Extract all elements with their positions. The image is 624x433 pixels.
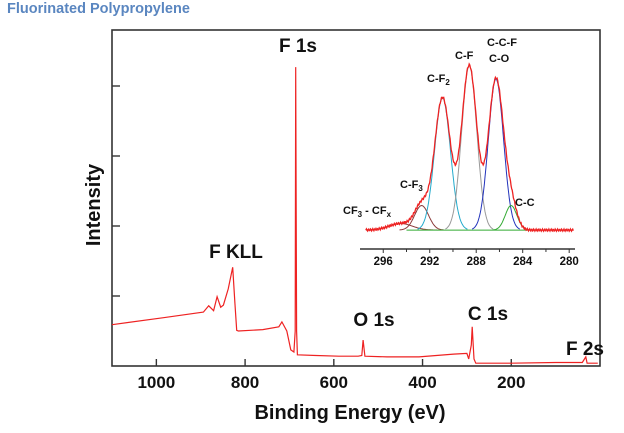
y-axis-title: Intensity (83, 163, 105, 246)
main-survey-plot: 1000 800 600 400 200 F 1s F KLL O 1s C 1s F … (83, 29, 604, 424)
inset-label-cf3: C-F3 (400, 179, 423, 193)
peak-label-f1s: F 1s (279, 36, 317, 57)
inset-label-cf: C-F (455, 50, 474, 62)
inset-x-tick-label: 280 (560, 256, 579, 268)
inset-label-cc: C-C (515, 197, 535, 209)
x-axis-title: Binding Energy (eV) (254, 402, 445, 424)
x-tick-label: 400 (408, 373, 436, 392)
inset-x-tick-label: 288 (467, 256, 487, 268)
inset-envelope-line (365, 62, 574, 233)
survey-spectrum-line (111, 67, 598, 364)
x-tick-label: 800 (231, 373, 259, 392)
inset-c1s-plot: 296 292 288 284 280 CF3 - CFx C-F3 C-F2 C-F … (343, 37, 579, 268)
inset-x-tick-label: 284 (513, 256, 533, 268)
peak-label-f2s: F 2s (566, 339, 604, 360)
peak-label-o1s: O 1s (353, 310, 394, 331)
peak-label-fkll: F KLL (209, 242, 263, 263)
inset-x-tick-label: 296 (374, 256, 393, 268)
peak-label-c1s: C 1s (468, 304, 508, 325)
x-tick-label: 600 (320, 373, 348, 392)
inset-label-ccf: C-C-F (487, 37, 517, 49)
fit-component-c-f2 (417, 97, 468, 230)
plot-frame (111, 29, 601, 367)
fit-component-c-f3 (399, 204, 444, 231)
fit-component-c-f (445, 65, 494, 230)
inset-label-co: C-O (489, 53, 510, 65)
inset-x-tick-label: 292 (420, 256, 439, 268)
inset-label-cf2: C-F2 (427, 73, 450, 87)
figure-title: Fluorinated Polypropylene (7, 1, 190, 17)
inset-label-cf3-cfx: CF3 - CFx (343, 205, 392, 219)
x-tick-label: 200 (497, 373, 525, 392)
x-tick-label: 1000 (137, 373, 175, 392)
